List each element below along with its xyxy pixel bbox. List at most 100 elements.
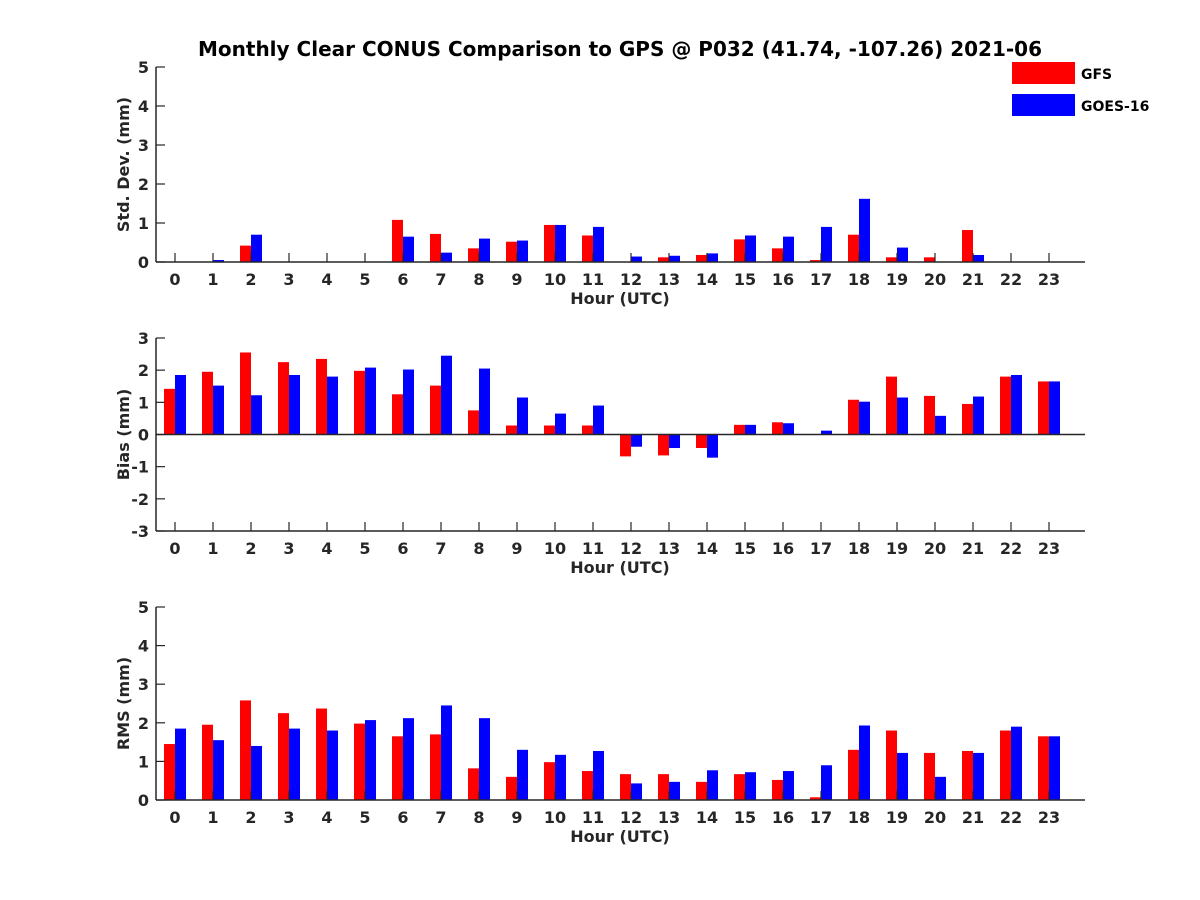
bias-bar-goes16-11 [593, 405, 604, 435]
bias-x-tick-label: 5 [359, 539, 370, 558]
rms-bar-goes16-20 [935, 776, 946, 800]
std-dev-bar-gfs-13 [658, 257, 669, 262]
rms-bar-goes16-2 [251, 745, 262, 800]
bias-bar-gfs-5 [354, 370, 365, 435]
rms-x-tick-label: 19 [886, 808, 908, 827]
std-dev-bar-goes16-16 [783, 236, 794, 262]
bias-bar-goes16-21 [973, 396, 984, 435]
rms-bar-goes16-13 [669, 781, 680, 800]
bias-x-tick-label: 0 [169, 539, 180, 558]
bias-x-tick-label: 11 [582, 539, 604, 558]
bias-bar-gfs-14 [696, 434, 707, 449]
std-dev-x-tick-label: 16 [772, 270, 794, 289]
std-dev-x-tick-label: 5 [359, 270, 370, 289]
bias-x-axis-label: Hour (UTC) [570, 558, 670, 577]
bias-x-tick-label: 16 [772, 539, 794, 558]
rms-bar-gfs-11 [582, 771, 593, 800]
std-dev-y-tick-label: 0 [138, 253, 149, 272]
bias-bar-gfs-20 [924, 395, 935, 435]
rms-bar-gfs-15 [734, 774, 745, 800]
legend-label-goes16: GOES-16 [1081, 99, 1149, 115]
rms-bar-goes16-23 [1049, 736, 1060, 800]
rms-x-tick-label: 5 [359, 808, 370, 827]
rms-bar-gfs-21 [962, 750, 973, 800]
bias-bar-goes16-7 [441, 355, 452, 435]
std-dev-x-tick-label: 15 [734, 270, 756, 289]
rms-bar-gfs-12 [620, 774, 631, 800]
std-dev-x-tick-label: 11 [582, 270, 604, 289]
bias-bar-goes16-1 [213, 385, 224, 435]
bias-x-tick-label: 20 [924, 539, 946, 558]
rms-bar-goes16-8 [479, 718, 490, 800]
std-dev-y-tick-label: 4 [138, 97, 149, 116]
bias-bar-goes16-10 [555, 413, 566, 435]
rms-bar-goes16-0 [175, 728, 186, 800]
std-dev-bar-goes16-12 [631, 256, 642, 262]
rms-bar-gfs-19 [886, 730, 897, 800]
rms-x-axis-label: Hour (UTC) [570, 827, 670, 846]
std-dev-x-tick-label: 1 [207, 270, 218, 289]
bias-bar-goes16-17 [821, 430, 832, 435]
rms-x-tick-label: 11 [582, 808, 604, 827]
rms-bar-gfs-22 [1000, 730, 1011, 800]
rms-x-tick-label: 20 [924, 808, 946, 827]
bias-bar-gfs-10 [544, 425, 555, 435]
std-dev-bar-goes16-17 [821, 226, 832, 262]
bias-bar-goes16-0 [175, 374, 186, 435]
std-dev-bar-gfs-15 [734, 239, 745, 262]
std-dev-bar-goes16-13 [669, 255, 680, 262]
bias-x-tick-label: 22 [1000, 539, 1022, 558]
rms-x-tick-label: 22 [1000, 808, 1022, 827]
rms-bar-gfs-3 [278, 713, 289, 800]
rms-y-tick-label: 1 [138, 752, 149, 771]
std-dev-x-tick-label: 19 [886, 270, 908, 289]
bias-y-tick-label: 2 [138, 361, 149, 380]
rms-bar-gfs-0 [164, 744, 175, 800]
rms-x-tick-label: 9 [511, 808, 522, 827]
rms-x-tick-label: 2 [245, 808, 256, 827]
rms-bar-goes16-5 [365, 720, 376, 800]
bias-x-tick-label: 4 [321, 539, 332, 558]
legend: GFS GOES-16 [1012, 62, 1149, 116]
rms-bar-gfs-13 [658, 774, 669, 800]
bias-bar-gfs-1 [202, 371, 213, 435]
bias-x-tick-label: 10 [544, 539, 566, 558]
rms-x-tick-label: 13 [658, 808, 680, 827]
bias-bar-goes16-12 [631, 434, 642, 447]
bias-bar-gfs-15 [734, 424, 745, 435]
std-dev-x-tick-label: 6 [397, 270, 408, 289]
bias-y-tick-label: 1 [138, 393, 149, 412]
bias-bar-goes16-4 [327, 376, 338, 435]
rms-y-tick-label: 2 [138, 714, 149, 733]
bias-x-tick-label: 8 [473, 539, 484, 558]
bias-x-tick-label: 3 [283, 539, 294, 558]
bias-y-axis-label: Bias (mm) [114, 389, 133, 481]
rms-bar-goes16-9 [517, 749, 528, 800]
bias-bar-gfs-9 [506, 425, 517, 435]
std-dev-bar-goes16-15 [745, 235, 756, 262]
rms-bar-gfs-23 [1038, 736, 1049, 800]
bias-bar-goes16-2 [251, 395, 262, 435]
rms-bar-goes16-16 [783, 771, 794, 800]
std-dev-bar-goes16-18 [859, 198, 870, 262]
rms-bar-goes16-11 [593, 750, 604, 800]
rms-y-tick-label: 0 [138, 791, 149, 810]
bias-x-tick-label: 17 [810, 539, 832, 558]
bias-bar-goes16-14 [707, 434, 718, 458]
std-dev-x-tick-label: 4 [321, 270, 332, 289]
legend-label-gfs: GFS [1081, 67, 1112, 83]
std-dev-bar-gfs-6 [392, 219, 403, 262]
bias-bar-goes16-20 [935, 415, 946, 435]
bias-bar-gfs-8 [468, 410, 479, 435]
rms-x-tick-label: 3 [283, 808, 294, 827]
chart-title: Monthly Clear CONUS Comparison to GPS @ … [198, 37, 1042, 61]
rms-bar-goes16-4 [327, 730, 338, 800]
rms-bar-gfs-17 [810, 797, 821, 800]
bias-bar-gfs-13 [658, 434, 669, 456]
std-dev-bar-gfs-14 [696, 254, 707, 262]
std-dev-bar-gfs-10 [544, 224, 555, 262]
bias-x-tick-label: 7 [435, 539, 446, 558]
std-dev-x-axis-label: Hour (UTC) [570, 289, 670, 308]
bias-x-tick-label: 14 [696, 539, 718, 558]
